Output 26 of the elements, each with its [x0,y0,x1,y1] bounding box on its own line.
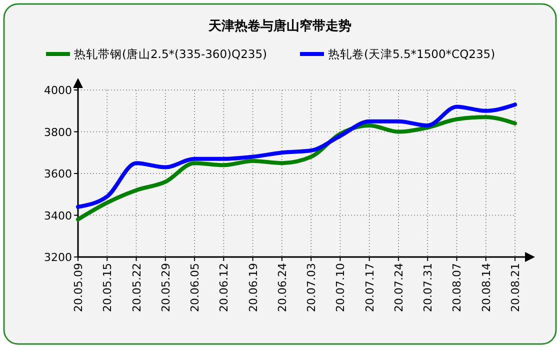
x-tick-label: 20.05.15 [101,263,114,312]
y-tick-label: 3800 [44,126,72,139]
x-tick-label: 20.06.12 [218,263,231,312]
x-tick-label: 20.07.24 [392,263,406,312]
line-series [76,102,517,209]
x-tick-label: 20.06.05 [188,263,202,312]
legend-label: 热轧卷(天津5.5*1500*CQ235) [328,47,496,61]
x-tick-label: 20.06.24 [276,263,289,312]
x-tick-label: 20.08.14 [480,263,493,312]
chart-title: 天津热卷与唐山窄带走势 [208,18,352,34]
x-tick-label: 20.07.31 [422,263,435,312]
x-tick-label: 20.07.10 [334,263,348,312]
x-tick-label: 20.06.19 [246,263,260,312]
x-tick-label: 20.08.07 [450,263,464,312]
x-tick-label: 20.07.03 [305,263,318,312]
legend-label: 热轧带钢(唐山2.5*(335-360)Q235) [74,47,268,61]
x-tick-label: 20.05.29 [159,263,172,312]
x-tick-label: 20.07.17 [363,263,376,312]
y-tick-label: 3400 [44,209,72,222]
line-series [76,115,517,222]
x-tick-label: 20.08.21 [509,263,522,312]
y-tick-label: 3200 [44,251,72,264]
y-tick-label: 3600 [44,168,72,180]
y-tick-label: 4000 [44,84,72,97]
x-tick-label: 20.05.22 [130,263,144,312]
x-tick-label: 20.05.09 [72,263,85,312]
